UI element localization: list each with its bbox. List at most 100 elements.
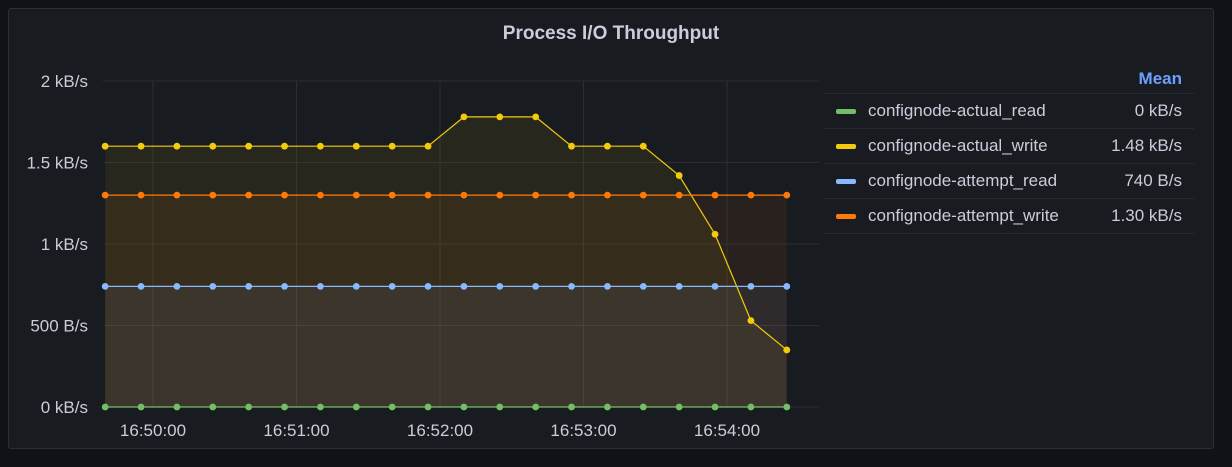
data-point-confignode-actual_write xyxy=(209,142,217,150)
data-point-confignode-attempt_read xyxy=(424,282,432,290)
data-point-confignode-attempt_read xyxy=(532,282,540,290)
series-area-confignode-actual_write xyxy=(105,116,787,408)
data-point-confignode-attempt_read xyxy=(101,282,109,290)
x-tick-label: 16:53:00 xyxy=(550,421,616,440)
data-point-confignode-actual_read xyxy=(604,403,611,411)
legend-mean-value: 1.30 kB/s xyxy=(1111,206,1182,225)
legend-series-name: confignode-attempt_write xyxy=(868,206,1059,225)
data-point-confignode-attempt_write xyxy=(137,191,145,199)
legend-series-name: confignode-attempt_read xyxy=(868,171,1058,190)
y-tick-label: 0 kB/s xyxy=(41,398,88,417)
data-point-confignode-attempt_write xyxy=(639,191,647,199)
data-point-confignode-attempt_read xyxy=(209,282,217,290)
x-tick-label: 16:50:00 xyxy=(120,421,186,440)
data-point-confignode-attempt_read xyxy=(675,282,683,290)
data-point-confignode-attempt_write xyxy=(568,191,575,199)
legend-mean-value: 1.48 kB/s xyxy=(1111,136,1182,155)
data-point-confignode-actual_read xyxy=(460,403,468,411)
data-point-confignode-actual_read xyxy=(388,403,396,411)
data-point-confignode-attempt_read xyxy=(173,282,181,290)
data-point-confignode-actual_read xyxy=(173,403,181,411)
data-point-confignode-actual_write xyxy=(496,113,504,121)
data-point-confignode-actual_read xyxy=(747,403,755,411)
data-point-confignode-actual_read xyxy=(532,403,540,411)
x-tick-label: 16:54:00 xyxy=(694,421,760,440)
data-point-confignode-actual_write xyxy=(245,142,253,150)
data-point-confignode-actual_read xyxy=(783,403,791,411)
data-point-confignode-attempt_read xyxy=(747,282,755,290)
data-point-confignode-actual_write xyxy=(783,346,791,354)
data-point-confignode-attempt_read xyxy=(137,282,145,290)
y-tick-label: 500 B/s xyxy=(30,317,88,336)
data-point-confignode-actual_write xyxy=(568,142,575,150)
data-point-confignode-attempt_write xyxy=(281,191,288,199)
data-point-confignode-attempt_write xyxy=(711,191,719,199)
x-tick-label: 16:51:00 xyxy=(263,421,329,440)
data-point-confignode-attempt_read xyxy=(352,282,360,290)
legend-item-confignode-actual_read[interactable]: confignode-actual_read 0 kB/s xyxy=(824,94,1194,129)
data-point-confignode-actual_read xyxy=(137,403,145,411)
data-point-confignode-attempt_write xyxy=(460,191,468,199)
y-tick-label: 1.5 kB/s xyxy=(27,154,88,173)
data-point-confignode-actual_read xyxy=(281,403,288,411)
panel-title[interactable]: Process I/O Throughput xyxy=(502,23,720,44)
data-point-confignode-actual_write xyxy=(639,142,647,150)
data-point-confignode-attempt_write xyxy=(245,191,253,199)
y-tick-label: 2 kB/s xyxy=(41,72,88,91)
data-point-confignode-attempt_write xyxy=(317,191,324,199)
data-point-confignode-actual_write xyxy=(424,142,432,150)
data-point-confignode-actual_read xyxy=(209,403,217,411)
data-point-confignode-actual_write xyxy=(281,142,288,150)
data-point-confignode-attempt_write xyxy=(496,191,504,199)
data-point-confignode-attempt_read xyxy=(388,282,396,290)
legend-mean-value: 0 kB/s xyxy=(1134,101,1182,120)
data-point-confignode-attempt_write xyxy=(424,191,432,199)
data-point-confignode-attempt_read xyxy=(281,282,288,290)
data-point-confignode-attempt_write xyxy=(532,191,540,199)
data-point-confignode-attempt_read xyxy=(639,282,647,290)
data-point-confignode-attempt_read xyxy=(783,282,791,290)
data-point-confignode-attempt_write xyxy=(352,191,360,199)
data-point-confignode-actual_write xyxy=(173,142,181,150)
data-point-confignode-actual_read xyxy=(639,403,647,411)
data-point-confignode-attempt_write xyxy=(209,191,217,199)
data-point-confignode-attempt_read xyxy=(496,282,504,290)
data-point-confignode-actual_write xyxy=(675,172,683,179)
data-point-confignode-actual_write xyxy=(747,317,755,325)
x-tick-label: 16:52:00 xyxy=(407,421,473,440)
data-point-confignode-actual_read xyxy=(675,403,683,411)
legend-item-confignode-attempt_read[interactable]: confignode-attempt_read 740 B/s xyxy=(824,164,1194,199)
data-point-confignode-actual_read xyxy=(424,403,432,411)
data-point-confignode-actual_read xyxy=(496,403,504,411)
data-point-confignode-attempt_read xyxy=(245,282,253,290)
data-point-confignode-actual_write xyxy=(460,113,468,121)
data-point-confignode-actual_write xyxy=(101,142,109,150)
legend-swatch xyxy=(836,143,856,149)
legend: Mean confignode-actual_read 0 kB/s confign… xyxy=(824,64,1194,234)
y-tick-label: 1 kB/s xyxy=(41,235,88,254)
data-point-confignode-actual_read xyxy=(101,403,109,411)
data-point-confignode-actual_write xyxy=(137,142,145,150)
series-area-confignode-attempt_read xyxy=(105,286,787,407)
data-point-confignode-actual_write xyxy=(532,113,540,121)
legend-swatch xyxy=(836,213,856,219)
legend-swatch xyxy=(836,178,856,184)
data-point-confignode-actual_write xyxy=(317,142,324,150)
legend-item-confignode-attempt_write[interactable]: confignode-attempt_write 1.30 kB/s xyxy=(824,199,1194,234)
data-point-confignode-attempt_read xyxy=(317,282,324,290)
data-point-confignode-actual_read xyxy=(245,403,253,411)
data-point-confignode-actual_write xyxy=(711,230,719,238)
data-point-confignode-attempt_write xyxy=(388,191,396,199)
data-point-confignode-attempt_write xyxy=(783,191,791,199)
data-point-confignode-attempt_read xyxy=(604,282,611,290)
data-point-confignode-attempt_write xyxy=(604,191,611,199)
series-line-confignode-actual_write xyxy=(105,116,788,351)
data-point-confignode-attempt_write xyxy=(173,191,181,199)
data-point-confignode-attempt_write xyxy=(101,191,109,199)
legend-mean-header[interactable]: Mean xyxy=(824,64,1194,94)
legend-series-name: confignode-actual_write xyxy=(868,136,1048,155)
legend-item-confignode-actual_write[interactable]: confignode-actual_write 1.48 kB/s xyxy=(824,129,1194,164)
data-point-confignode-actual_write xyxy=(388,142,396,150)
data-point-confignode-attempt_write xyxy=(675,191,683,199)
